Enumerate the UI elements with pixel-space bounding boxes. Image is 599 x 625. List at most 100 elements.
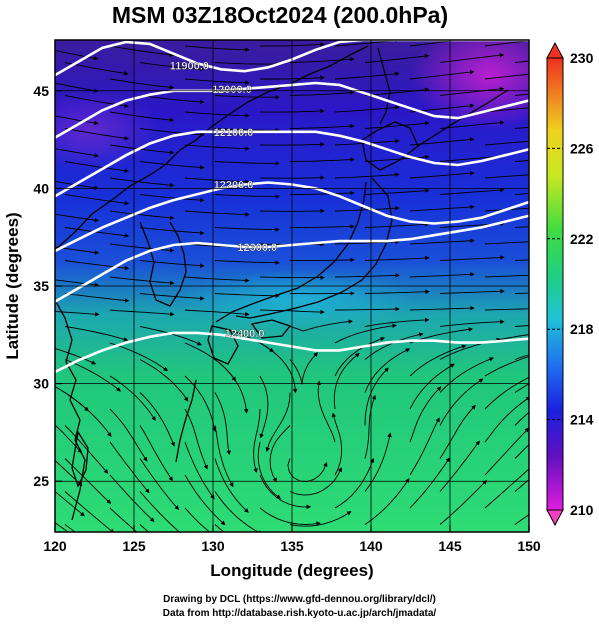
streamline bbox=[214, 392, 231, 456]
streamline bbox=[439, 154, 505, 162]
colorbar-tick-label: 210 bbox=[570, 502, 594, 518]
streamline bbox=[260, 42, 325, 47]
streamline bbox=[334, 206, 400, 212]
streamline bbox=[514, 411, 529, 426]
x-axis-label: Longitude (degrees) bbox=[210, 561, 373, 580]
streamline bbox=[409, 344, 467, 377]
field-cyan-region bbox=[180, 270, 420, 330]
streamline bbox=[289, 352, 319, 385]
streamline bbox=[184, 474, 226, 526]
streamline bbox=[514, 354, 529, 360]
streamline bbox=[409, 171, 475, 179]
streamline bbox=[265, 392, 291, 453]
streamline bbox=[484, 174, 529, 179]
streamline bbox=[109, 342, 169, 372]
streamline bbox=[139, 392, 175, 447]
latlon-grid bbox=[55, 40, 529, 532]
streamline bbox=[439, 86, 505, 96]
streamline bbox=[259, 309, 325, 315]
streamline bbox=[109, 243, 175, 253]
streamline bbox=[139, 260, 205, 268]
streamline bbox=[514, 443, 529, 459]
coast-sakhalin bbox=[377, 47, 391, 125]
streamline bbox=[289, 467, 342, 496]
streamline bbox=[439, 479, 488, 525]
streamline bbox=[109, 408, 148, 462]
streamline bbox=[514, 93, 529, 96]
streamline bbox=[514, 325, 529, 327]
streamline bbox=[64, 425, 109, 474]
streamline bbox=[439, 378, 484, 426]
streamline bbox=[214, 94, 280, 100]
coast-korea bbox=[139, 221, 187, 307]
x-tick-label: 130 bbox=[201, 538, 225, 554]
streamline bbox=[259, 175, 325, 180]
streamline bbox=[55, 213, 100, 223]
streamline bbox=[214, 260, 280, 265]
streamline bbox=[139, 425, 173, 482]
streamline bbox=[484, 40, 529, 47]
streamline bbox=[439, 289, 505, 294]
streamline bbox=[484, 73, 529, 80]
streamline bbox=[316, 380, 336, 443]
streamline bbox=[253, 408, 261, 473]
streamline bbox=[269, 425, 291, 483]
streamline bbox=[259, 474, 312, 510]
streamline bbox=[334, 273, 400, 278]
colorbar-tick-label: 222 bbox=[570, 231, 594, 247]
streamline bbox=[109, 111, 175, 123]
y-axis-label: Latitude (degrees) bbox=[3, 212, 22, 359]
contour-label: 12200.0 bbox=[214, 179, 254, 191]
streamline bbox=[257, 441, 281, 499]
x-tick-label: 150 bbox=[517, 538, 541, 554]
streamline bbox=[214, 194, 280, 199]
streamline bbox=[184, 78, 250, 85]
streamline bbox=[484, 274, 529, 278]
x-tick-label: 120 bbox=[43, 538, 67, 554]
streamline bbox=[439, 319, 505, 327]
colorbar-top-cap bbox=[546, 41, 564, 59]
streamline bbox=[64, 161, 130, 173]
streamline bbox=[514, 479, 529, 492]
streamline bbox=[214, 227, 280, 232]
streamline bbox=[439, 255, 505, 261]
streamline bbox=[290, 190, 355, 196]
streamline bbox=[139, 194, 205, 203]
footer-data-credit: Data from http://database.rish.kyoto-u.a… bbox=[162, 608, 437, 619]
y-tick-label: 30 bbox=[33, 376, 49, 392]
streamline bbox=[289, 157, 355, 162]
streamline bbox=[364, 53, 430, 63]
streamline bbox=[55, 181, 99, 190]
streamline bbox=[55, 311, 100, 317]
streamline bbox=[184, 309, 250, 317]
streamline bbox=[259, 507, 321, 526]
streamline bbox=[109, 309, 175, 317]
streamline bbox=[259, 342, 298, 394]
streamline bbox=[364, 222, 430, 228]
coast-honshu-north bbox=[215, 181, 367, 323]
streamline bbox=[55, 348, 97, 365]
streamline bbox=[334, 323, 397, 344]
streamline bbox=[184, 441, 215, 500]
streamline bbox=[260, 75, 325, 81]
colorbar-bottom-cap bbox=[546, 509, 564, 527]
streamline bbox=[64, 458, 112, 504]
streamline bbox=[409, 417, 440, 476]
colorbar-tick-label: 226 bbox=[570, 140, 594, 156]
streamline bbox=[334, 172, 400, 179]
coast-taiwan bbox=[71, 430, 89, 488]
streamline bbox=[64, 392, 112, 437]
streamline bbox=[184, 210, 250, 217]
streamline bbox=[409, 40, 475, 47]
streamline bbox=[55, 522, 69, 532]
streamline bbox=[214, 359, 249, 414]
streamline bbox=[184, 144, 250, 151]
streamline bbox=[290, 257, 355, 263]
streamline bbox=[439, 357, 494, 393]
streamline bbox=[333, 352, 360, 410]
streamline bbox=[139, 128, 205, 137]
streamline bbox=[214, 61, 280, 67]
streamline bbox=[64, 194, 130, 206]
